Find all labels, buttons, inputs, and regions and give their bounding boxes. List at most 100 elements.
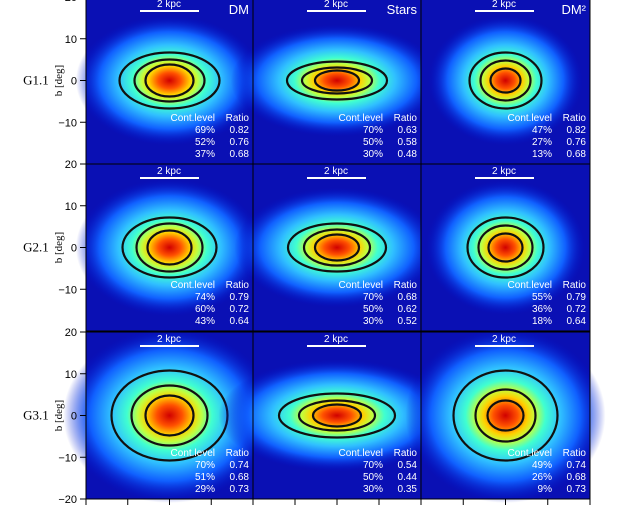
- contour-47%: [468, 51, 543, 110]
- contour-30%: [313, 69, 361, 92]
- scale-bar-label: 2 kpc: [324, 334, 348, 345]
- ratio-value: 0.44: [398, 472, 418, 483]
- contour-70%: [277, 392, 397, 439]
- scale-bar-label: 2 kpc: [157, 0, 181, 10]
- ratio-value: 0.48: [398, 149, 418, 160]
- y-tick-label: 10: [65, 34, 77, 46]
- ratio-value: 0.82: [230, 125, 250, 136]
- density-map: [63, 328, 276, 503]
- contour-70%: [285, 60, 389, 101]
- y-tick-label: 0: [71, 76, 77, 88]
- table-header-level: Cont.level: [508, 448, 552, 459]
- ratio-value: 0.74: [230, 460, 250, 471]
- cont-level-value: 27%: [532, 137, 552, 148]
- ratio-value: 0.63: [398, 125, 418, 136]
- cont-level-value: 29%: [195, 484, 215, 495]
- panel-G1.1-1: 2 kpc Stars Cont.level Ratio 70% 0.63 50% 0.58 3…: [230, 0, 444, 165]
- cont-level-value: 9%: [538, 484, 553, 495]
- cont-level-value: 70%: [195, 460, 215, 471]
- scale-bar-label: 2 kpc: [157, 334, 181, 345]
- contour-55%: [466, 216, 545, 279]
- cont-level-value: 50%: [363, 304, 383, 315]
- ratio-value: 0.76: [230, 137, 250, 148]
- cont-level-value: 55%: [532, 292, 552, 303]
- panel-G2.1-0: 2 kpc Cont.level Ratio 74% 0.79 60% 0.72 43% 0.6…: [75, 163, 264, 332]
- table-header-level: Cont.level: [508, 113, 552, 124]
- contour-27%: [479, 59, 532, 102]
- ratio-value: 0.52: [398, 316, 418, 327]
- cont-level-value: 70%: [363, 292, 383, 303]
- panel-G2.1-1: 2 kpc Cont.level Ratio 70% 0.68 50% 0.62 30% 0.5…: [234, 163, 440, 332]
- panel-G3.1-1: 2 kpc Cont.level Ratio 70% 0.54 50% 0.44 30% 0.3…: [218, 331, 456, 500]
- cont-level-value: 37%: [195, 149, 215, 160]
- ratio-value: 0.62: [398, 304, 418, 315]
- table-header-ratio: Ratio: [394, 113, 418, 124]
- table-header-level: Cont.level: [171, 280, 215, 291]
- contour-49%: [452, 369, 559, 462]
- column-title: Stars: [387, 2, 418, 17]
- cont-level-value: 26%: [532, 472, 552, 483]
- ratio-value: 0.54: [398, 460, 418, 471]
- ratio-value: 0.79: [230, 292, 250, 303]
- ratio-value: 0.72: [567, 304, 587, 315]
- contour-9%: [486, 399, 525, 432]
- scale-bar-label: 2 kpc: [324, 0, 348, 10]
- table-header-level: Cont.level: [339, 448, 383, 459]
- table-header-level: Cont.level: [171, 113, 215, 124]
- density-map: [75, 15, 264, 146]
- y-tick-label: −10: [58, 452, 77, 464]
- y-tick-label: 20: [65, 0, 77, 4]
- table-header-level: Cont.level: [339, 113, 383, 124]
- panel-G3.1-2: 2 kpc Cont.level Ratio 49% 0.74 26% 0.68 9% 0.73: [405, 328, 606, 503]
- contour-36%: [477, 224, 534, 271]
- table-header-ratio: Ratio: [563, 280, 587, 291]
- y-tick-label: 10: [65, 201, 77, 213]
- contour-60%: [135, 222, 204, 273]
- y-tick-label: 0: [71, 243, 77, 255]
- scale-bar-label: 2 kpc: [492, 166, 516, 177]
- ratio-value: 0.72: [230, 304, 250, 315]
- density-map: [234, 187, 440, 308]
- contour-30%: [313, 233, 361, 262]
- table-header-level: Cont.level: [171, 448, 215, 459]
- contour-13%: [489, 67, 522, 94]
- contour-70%: [286, 222, 388, 273]
- y-tick-label: −10: [58, 284, 77, 296]
- contour-51%: [130, 384, 209, 447]
- y-tick-label: −20: [58, 494, 77, 506]
- table-header-ratio: Ratio: [563, 448, 587, 459]
- cont-level-value: 74%: [195, 292, 215, 303]
- contour-50%: [297, 399, 377, 432]
- scale-bar-label: 2 kpc: [492, 0, 516, 10]
- density-map: [230, 24, 444, 137]
- contour-26%: [474, 388, 537, 443]
- panel-G2.1-2: 2 kpc Cont.level Ratio 55% 0.79 36% 0.72 18% 0.6…: [420, 163, 591, 332]
- ratio-value: 0.68: [567, 472, 587, 483]
- contour-30%: [311, 403, 363, 428]
- panel-G1.1-2: 2 kpc DM² Cont.level Ratio 47% 0.82 27% 0.76 13%…: [420, 0, 591, 165]
- row-label: G1.1: [23, 73, 49, 88]
- contour-37%: [144, 63, 195, 98]
- y-tick-label: 20: [65, 159, 77, 171]
- contour-52%: [133, 58, 206, 103]
- cont-level-value: 49%: [532, 460, 552, 471]
- cont-level-value: 50%: [363, 137, 383, 148]
- ratio-value: 0.64: [567, 316, 587, 327]
- table-header-ratio: Ratio: [226, 448, 250, 459]
- y-tick-label: 0: [71, 411, 77, 423]
- y-axis-label: b [deg]: [53, 400, 65, 431]
- ratio-value: 0.68: [230, 472, 250, 483]
- density-map: [405, 328, 606, 503]
- cont-level-value: 70%: [363, 125, 383, 136]
- table-header-ratio: Ratio: [394, 448, 418, 459]
- contour-69%: [118, 51, 221, 110]
- ratio-value: 0.73: [230, 484, 250, 495]
- table-header-ratio: Ratio: [563, 113, 587, 124]
- contour-50%: [302, 228, 372, 267]
- y-axis-label: b [deg]: [53, 232, 65, 263]
- ratio-value: 0.68: [398, 292, 418, 303]
- table-header-level: Cont.level: [339, 280, 383, 291]
- scale-bar-label: 2 kpc: [324, 166, 348, 177]
- contour-29%: [144, 394, 195, 437]
